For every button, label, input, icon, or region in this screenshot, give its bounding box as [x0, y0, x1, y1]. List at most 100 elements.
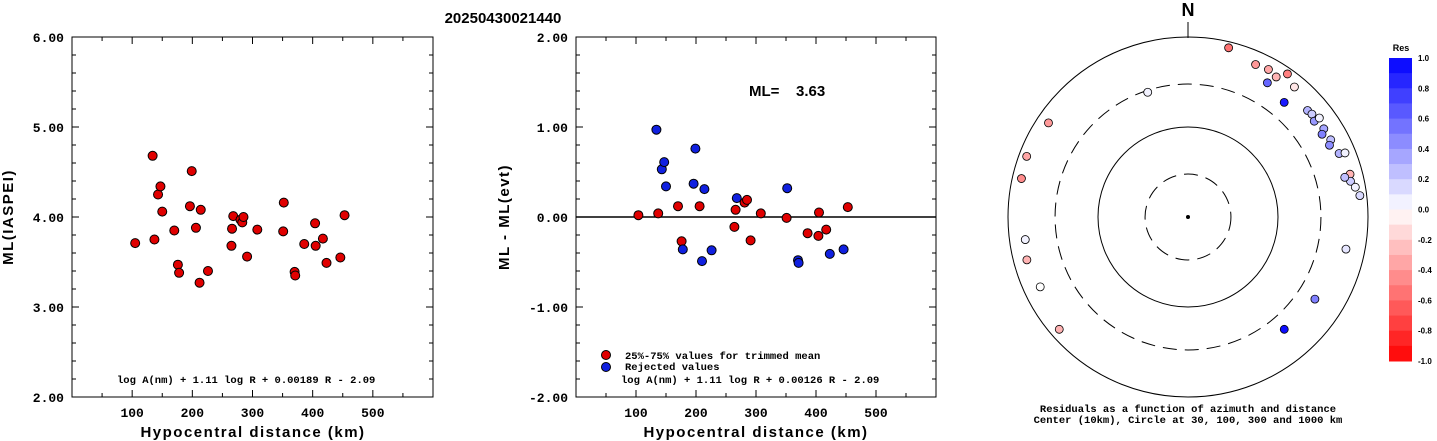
data-point — [174, 267, 185, 278]
station-marker — [1143, 87, 1153, 97]
colorbar-segment — [1389, 88, 1412, 104]
accepted-point — [742, 194, 752, 205]
caption-line-2: Center (10km), Circle at 30, 100, 300 an… — [1034, 415, 1343, 427]
data-point — [147, 150, 158, 161]
station-marker — [1271, 72, 1281, 82]
colorbar-segment — [1389, 285, 1412, 301]
data-point — [184, 201, 195, 212]
colorbar-segment — [1389, 194, 1412, 210]
station-marker — [1341, 244, 1351, 254]
data-point — [195, 204, 206, 215]
accepted-point — [633, 210, 644, 221]
station-marker — [1340, 172, 1350, 182]
station-marker — [1279, 324, 1289, 334]
accepted-point — [653, 208, 664, 219]
data-point — [149, 234, 160, 245]
rejected-point — [690, 143, 701, 154]
colorbar-tick-label: 0.6 — [1418, 115, 1430, 124]
rejected-point — [838, 244, 849, 255]
data-points — [633, 124, 853, 268]
accepted-point — [676, 236, 687, 247]
data-point — [317, 233, 328, 244]
colorbar-tick-label: 0.2 — [1418, 175, 1430, 184]
formula-annotation: log A(nm) + 1.11 log R + 0.00126 R - 2.0… — [621, 375, 879, 387]
station-marker — [1017, 174, 1026, 183]
y-tick-label: 2.00 — [537, 31, 568, 46]
data-point — [252, 224, 263, 235]
colorbar-segment — [1389, 315, 1412, 332]
x-tick-label: 400 — [804, 406, 828, 421]
y-tick-label: -1.00 — [529, 301, 568, 316]
x-tick-label: 200 — [181, 406, 205, 421]
colorbar-segment — [1389, 239, 1412, 256]
accepted-point — [802, 228, 813, 239]
legend-marker-rejected — [601, 362, 611, 372]
data-point — [227, 223, 238, 234]
y-tick-label: 4.00 — [33, 211, 64, 226]
data-point — [157, 206, 168, 217]
epicenter-dot — [1186, 215, 1190, 219]
ring-30km — [1144, 173, 1232, 261]
rejected-point — [793, 257, 804, 268]
plot-frame — [71, 36, 434, 398]
colorbar-segment — [1389, 179, 1412, 195]
colorbar-segment — [1389, 345, 1412, 362]
station-marker — [1279, 97, 1289, 107]
station-marker — [1325, 140, 1334, 150]
data-point — [169, 225, 180, 236]
legend: 25%-75% values for trimmed mean Rejected… — [601, 350, 820, 374]
colorbar-tick-label: 0.0 — [1418, 206, 1430, 215]
x-tick-label: 400 — [301, 406, 325, 421]
rejected-point — [824, 248, 835, 259]
rejected-point — [699, 184, 710, 195]
ml-iaspei-panel: ML(IASPEI) Hypocentral distance (km) log… — [0, 31, 434, 441]
station-marker — [1350, 182, 1360, 192]
x-axis-label: Hypocentral distance (km) — [140, 424, 365, 441]
x-tick-label: 100 — [624, 406, 648, 421]
rejected-point — [688, 178, 699, 189]
data-point — [299, 239, 310, 249]
accepted-point — [814, 207, 824, 218]
accepted-point — [755, 208, 766, 219]
data-point — [238, 212, 249, 222]
x-tick-label: 200 — [684, 406, 708, 421]
data-point — [310, 240, 321, 251]
y-tick-label: -2.00 — [529, 391, 568, 406]
accepted-point — [745, 235, 756, 246]
colorbar-tick-label: -1.0 — [1418, 357, 1432, 366]
data-point — [194, 277, 205, 288]
data-point — [202, 266, 213, 276]
figure-title: 20250430021440 — [445, 10, 562, 27]
axis-ticks: 100 200 300 400 500 -2.00 -1.00 0.00 1.00 2.00 — [529, 31, 936, 421]
ml-residual-panel: ML - ML(evt) Hypocentral distance (km) M… — [496, 31, 937, 441]
data-point — [130, 238, 141, 249]
azimuth-residual-panel: N Residuals as a function of azimuth and… — [1007, 0, 1432, 427]
accepted-point — [842, 202, 853, 213]
colorbar-segment — [1389, 148, 1412, 165]
caption-line-1: Residuals as a function of azimuth and d… — [1040, 404, 1336, 416]
station-marker — [1290, 82, 1299, 92]
station-marker — [1355, 191, 1365, 200]
colorbar-tick-label: -0.8 — [1418, 327, 1432, 336]
data-point — [278, 197, 289, 208]
x-tick-label: 500 — [361, 406, 385, 421]
accepted-point — [730, 204, 741, 215]
station-marker — [1224, 43, 1234, 53]
data-point — [190, 222, 201, 233]
accepted-point — [729, 221, 740, 232]
data-point — [335, 252, 346, 263]
x-tick-label: 300 — [744, 406, 768, 421]
station-marker — [1262, 78, 1272, 88]
north-label: N — [1182, 0, 1195, 20]
legend-label-accepted: 25%-75% values for trimmed mean — [625, 351, 820, 363]
data-point — [186, 166, 197, 177]
data-point — [321, 257, 332, 268]
station-marker — [1317, 129, 1327, 139]
axis-ticks: 100 200 300 400 500 2.00 3.00 4.00 5.00 6.00 — [33, 31, 433, 421]
station-marker — [1022, 255, 1032, 265]
station-marker — [1264, 65, 1273, 74]
colorbar-segment — [1389, 224, 1412, 241]
y-axis-label: ML - ML(evt) — [496, 164, 513, 270]
colorbar-tick-label: 0.4 — [1418, 145, 1430, 154]
colorbar-tick-label: -0.4 — [1418, 266, 1432, 275]
